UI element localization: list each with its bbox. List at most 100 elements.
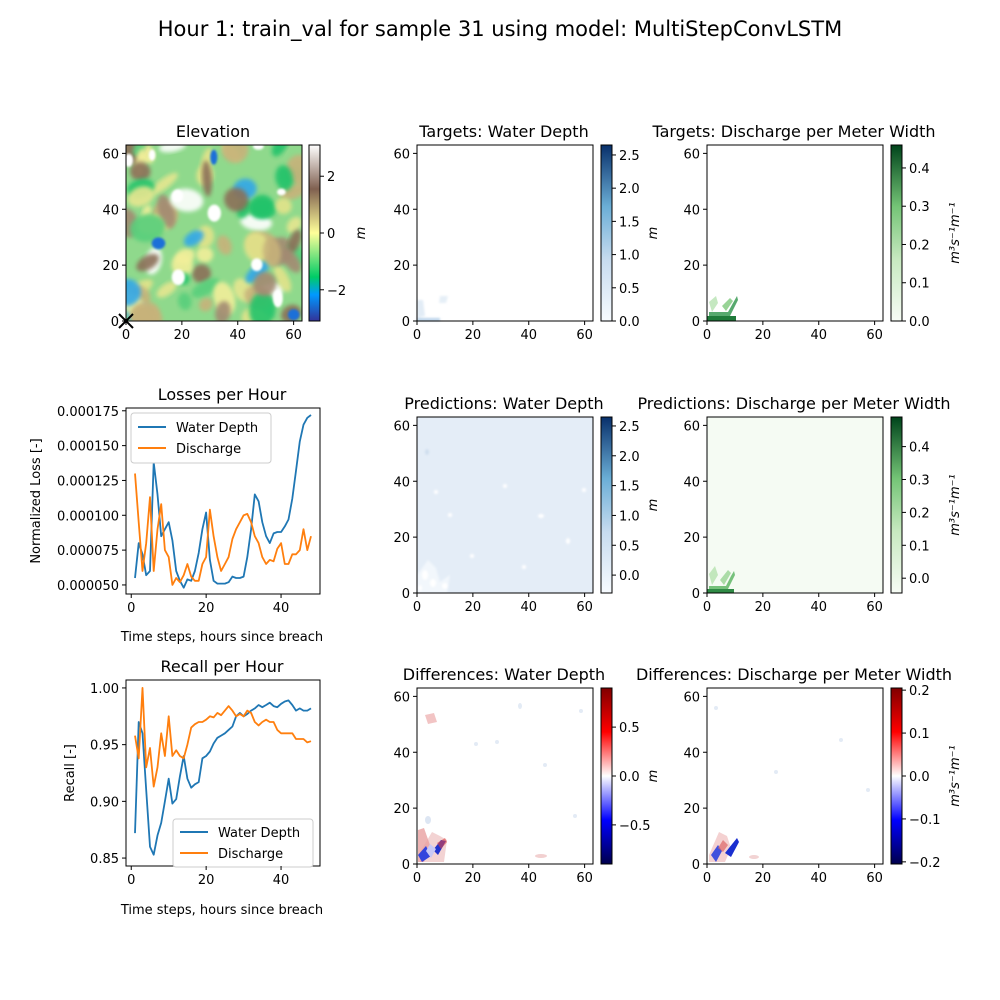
panel-pred-depth: Predictions: Water Depth — [404, 394, 604, 594]
colorbar-tick-label: 0.2 — [909, 238, 930, 253]
y-tick-label: 0.000125 — [57, 474, 119, 489]
terrain-peak-or-pit — [277, 188, 286, 196]
heatmap-background — [707, 145, 883, 321]
colorbar-tick-label: 1.0 — [619, 509, 640, 524]
heatmap-background — [417, 417, 593, 593]
panel-diff-discharge: Differences: Discharge per Meter Width — [636, 665, 952, 865]
panel-title: Differences: Water Depth — [403, 665, 605, 684]
colorbar-label: m³s⁻¹m⁻¹ — [948, 745, 963, 806]
colorbar-tick-label: 0.3 — [909, 200, 930, 215]
terrain-feature — [178, 292, 192, 310]
colorbar — [890, 144, 903, 322]
axes-frame — [706, 416, 884, 594]
colorbar-tick-label: 0.5 — [619, 539, 640, 554]
x-tick-label: 20 — [755, 871, 772, 886]
y-tick-label: 60 — [683, 419, 700, 434]
terrain-feature — [249, 194, 274, 219]
generated-colorbars: −2 0 2 m 0.0 0.5 1.0 1.5 2.0 2.5 m 0.0 0.1 0.2 0.3 0.4 m… — [308, 144, 963, 871]
series-line-water-depth — [134, 699, 312, 856]
y-tick-label: 40 — [102, 203, 119, 218]
figure-suptitle: Hour 1: train_val for sample 31 using mo… — [158, 17, 842, 42]
colorbar-tick-label: 0.0 — [619, 315, 640, 330]
colorbar-tick-label: 0.5 — [619, 721, 640, 736]
terrain-peak-or-pit — [207, 204, 221, 222]
colorbar-tick-label: −0.1 — [909, 813, 941, 828]
y-tick-label: 0.90 — [90, 795, 119, 810]
y-tick-label: 0 — [692, 858, 700, 873]
colorbar-tick-label: 0.3 — [909, 474, 930, 489]
y-tick-label: 60 — [102, 147, 119, 162]
y-tick-label: 20 — [683, 531, 700, 546]
y-tick-label: 60 — [393, 690, 410, 705]
x-tick-label: 60 — [576, 871, 593, 886]
y-tick-label: 0 — [402, 587, 410, 602]
x-tick-label: 40 — [810, 871, 827, 886]
panel-title: Elevation — [176, 122, 250, 141]
losses-legend: Water Depth Discharge — [130, 412, 272, 464]
colorbar-tick-label: 2 — [327, 170, 335, 185]
terrain-feature — [262, 237, 281, 267]
terrain-peak-or-pit — [287, 309, 300, 321]
x-axis-label: Time steps, hours since breach — [120, 903, 323, 918]
colorbar-tick-label: 0.5 — [619, 282, 640, 297]
y-tick-label: 1.00 — [90, 682, 119, 697]
terrain-peak-or-pit — [273, 289, 283, 308]
x-tick-label: 40 — [520, 871, 537, 886]
terrain-feature — [130, 301, 160, 321]
legend-label-discharge: Discharge — [218, 847, 283, 862]
panel-title: Targets: Water Depth — [418, 122, 588, 141]
colorbar — [890, 687, 903, 865]
terrain-feature — [281, 248, 301, 273]
y-tick-label: 40 — [683, 203, 700, 218]
x-tick-label: 0 — [413, 600, 421, 615]
elevation-terrain-features — [126, 145, 302, 321]
x-tick-label: 0 — [413, 871, 421, 886]
x-tick-label: 40 — [273, 601, 290, 616]
y-tick-label: 40 — [393, 746, 410, 761]
panel-title: Predictions: Discharge per Meter Width — [637, 394, 950, 413]
x-tick-label: 60 — [576, 600, 593, 615]
prediction-depth-speckles — [417, 449, 586, 593]
colorbar-tick-label: −0.5 — [619, 819, 651, 834]
axes-frame — [706, 687, 884, 865]
heatmap-background — [707, 417, 883, 593]
terrain-feature — [224, 187, 249, 212]
colorbar-tick-label: 1.0 — [619, 249, 640, 264]
colorbar-tick-label: 2.0 — [619, 182, 640, 197]
x-tick-label: 0 — [122, 328, 130, 343]
panel-title: Differences: Discharge per Meter Width — [636, 665, 952, 684]
colorbar-tick-label: 2.5 — [619, 149, 640, 164]
terrain-peak-or-pit — [171, 189, 184, 203]
y-tick-label: 0.000050 — [57, 579, 119, 594]
recall-series-lines — [134, 687, 312, 856]
panel-diff-depth: Differences: Water Depth — [403, 665, 605, 865]
y-tick-label: 20 — [393, 259, 410, 274]
legend-frame — [130, 412, 272, 464]
series-line-discharge — [134, 473, 312, 586]
y-tick-label: 0.000175 — [57, 405, 119, 420]
legend-label-water-depth: Water Depth — [218, 826, 300, 841]
colorbar-label: m — [646, 770, 661, 783]
losses-series-lines — [134, 414, 312, 589]
x-tick-label: 40 — [520, 600, 537, 615]
x-tick-label: 40 — [273, 873, 290, 888]
colorbar-tick-label: 0.0 — [909, 572, 930, 587]
x-tick-label: 20 — [174, 328, 191, 343]
prediction-discharge-patches — [707, 566, 735, 593]
y-tick-label: 40 — [683, 475, 700, 490]
y-tick-label: 20 — [683, 259, 700, 274]
y-tick-label: 0 — [692, 315, 700, 330]
series-line-water-depth — [134, 414, 312, 589]
x-tick-label: 0 — [703, 600, 711, 615]
colorbar-tick-label: 1.5 — [619, 480, 640, 495]
terrain-feature — [286, 216, 302, 233]
colorbar-tick-label: 0.0 — [619, 569, 640, 584]
x-tick-label: 60 — [285, 328, 302, 343]
terrain-feature — [175, 248, 195, 265]
y-tick-label: 20 — [393, 802, 410, 817]
colorbar-tick-label: 0.1 — [909, 539, 930, 554]
legend-label-discharge: Discharge — [176, 442, 241, 457]
colorbar — [600, 144, 613, 322]
x-tick-label: 20 — [198, 873, 215, 888]
